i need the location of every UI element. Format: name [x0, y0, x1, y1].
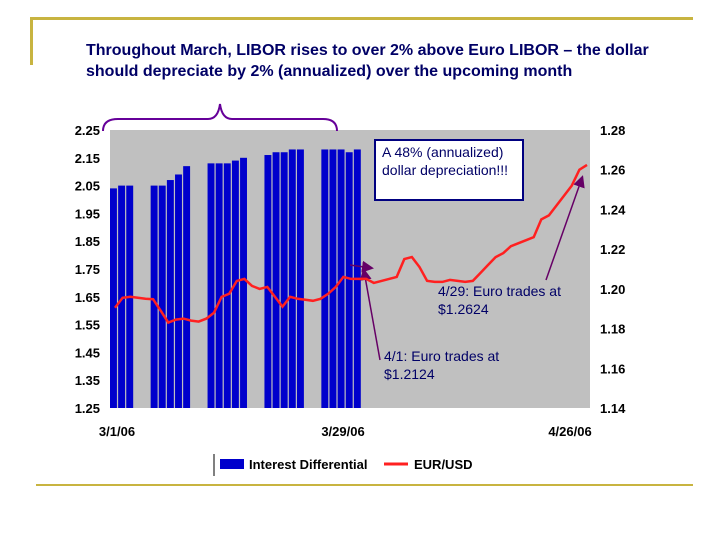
left-tick-label: 1.45: [75, 345, 100, 360]
bar-interest-differential: [288, 149, 296, 408]
x-tick-label: 3/1/06: [99, 424, 135, 439]
line-eurusd: [114, 163, 588, 325]
bottom-rule: [36, 484, 693, 486]
left-tick-label: 1.25: [75, 401, 100, 416]
legend-label-eurusd: EUR/USD: [414, 457, 473, 472]
bar-interest-differential: [110, 188, 117, 408]
bar-interest-differential: [345, 152, 353, 408]
bar-interest-differential: [264, 155, 272, 408]
apr29-label: 4/29: Euro trades at $1.2624: [438, 283, 561, 317]
bar-interest-differential: [329, 149, 337, 408]
bar-interest-differential: [280, 152, 288, 408]
legend-swatch-interest: [220, 459, 244, 469]
bar-interest-differential: [175, 174, 182, 408]
bar-interest-differential: [296, 149, 304, 408]
right-tick-label: 1.20: [600, 282, 625, 297]
left-tick-label: 1.65: [75, 290, 100, 305]
left-tick-label: 1.85: [75, 234, 100, 249]
left-tick-label: 1.95: [75, 206, 100, 221]
right-tick-label: 1.18: [600, 322, 625, 337]
bar-interest-differential: [272, 152, 280, 408]
bar-interest-differential: [158, 185, 166, 408]
bar-interest-differential: [118, 185, 126, 408]
bar-interest-differential: [215, 163, 223, 408]
arrow-apr1: [359, 268, 381, 361]
bar-interest-differential: [223, 163, 231, 408]
right-tick-label: 1.14: [600, 401, 626, 416]
bar-interest-differential: [207, 163, 215, 408]
left-tick-label: 2.05: [75, 179, 100, 194]
arrow-apr29: [545, 175, 585, 281]
depreciation-callout: A 48% (annualized) dollar depreciation!!…: [374, 139, 524, 201]
left-tick-label: 2.25: [75, 123, 100, 138]
apr1-label: 4/1: Euro trades at $1.2124: [384, 348, 500, 382]
right-tick-label: 1.26: [600, 163, 625, 178]
bar-interest-differential: [183, 166, 191, 408]
left-tick-label: 1.55: [75, 318, 100, 333]
march-brace: [102, 103, 338, 132]
right-tick-label: 1.22: [600, 242, 625, 257]
top-rule: [30, 17, 693, 20]
slide-headline: Throughout March, LIBOR rises to over 2%…: [86, 42, 649, 80]
right-tick-label: 1.24: [600, 202, 626, 217]
bar-interest-differential: [166, 180, 174, 408]
left-rule: [30, 17, 33, 65]
legend-label-interest: Interest Differential: [249, 457, 367, 472]
x-tick-label: 4/26/06: [548, 424, 591, 439]
bar-interest-differential: [150, 185, 158, 408]
right-tick-label: 1.16: [600, 361, 625, 376]
left-tick-label: 2.15: [75, 151, 100, 166]
left-tick-label: 1.35: [75, 373, 100, 388]
bar-interest-differential: [321, 149, 329, 408]
right-tick-label: 1.28: [600, 123, 625, 138]
arrow-box: [349, 260, 374, 273]
bar-interest-differential: [240, 157, 247, 408]
left-tick-label: 1.75: [75, 262, 100, 277]
x-tick-label: 3/29/06: [321, 424, 364, 439]
legend: Interest Differential EUR/USD: [213, 454, 473, 476]
